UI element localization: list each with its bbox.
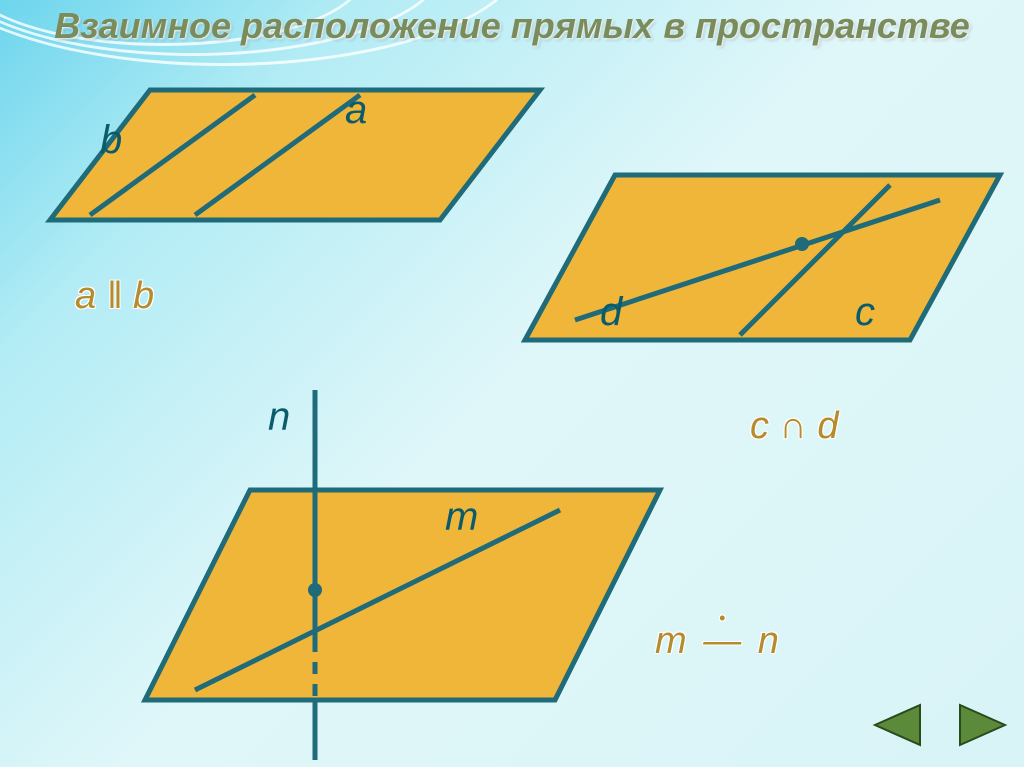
slide-container: Взаимное расположение прямых в пространс… xyxy=(0,0,1024,767)
diagram-svg xyxy=(0,0,1024,767)
pierce-point-n xyxy=(308,583,322,597)
intersection-point-cd xyxy=(795,237,809,251)
label-n: n xyxy=(268,395,290,440)
caption-intersecting: c ∩ d xyxy=(750,405,839,448)
label-a: a xyxy=(345,88,367,133)
label-c: c xyxy=(855,290,875,335)
caption-skew: m • — n xyxy=(655,620,779,663)
nav-next-button[interactable] xyxy=(950,700,1010,750)
label-d: d xyxy=(600,290,622,335)
nav-prev-button[interactable] xyxy=(870,700,930,750)
caption-skew-n: n xyxy=(758,620,779,662)
caption-skew-m: m xyxy=(655,620,687,662)
plane-parallel xyxy=(50,90,540,220)
caption-parallel: a ‖ b xyxy=(75,275,154,318)
label-m: m xyxy=(445,495,478,540)
plane-skew xyxy=(145,490,660,700)
skew-symbol: • — xyxy=(703,620,741,663)
label-b: b xyxy=(100,118,122,163)
